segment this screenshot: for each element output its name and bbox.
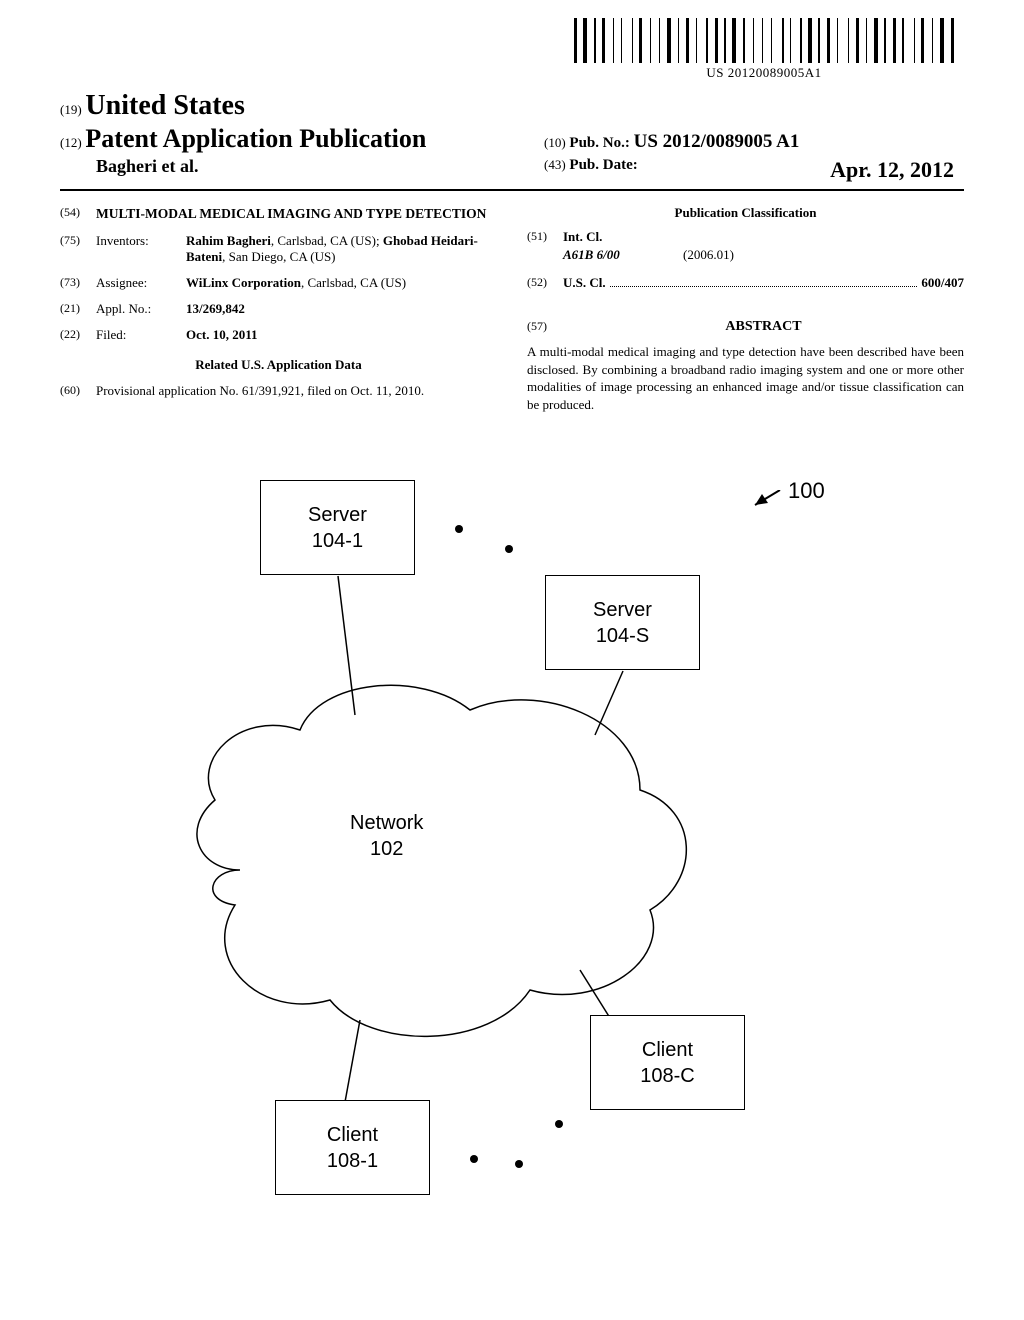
- ref-arrow-head: [755, 494, 768, 505]
- client-c-box: Client 108-C: [590, 1015, 745, 1110]
- client-1-ref: 108-1: [327, 1148, 378, 1174]
- client-1-label: Client: [327, 1122, 378, 1148]
- figure-svg: [140, 490, 860, 1270]
- applno-value: 13/269,842: [186, 301, 497, 317]
- ref-arrow-line: [755, 490, 780, 505]
- pub-no-code: (10): [544, 135, 566, 150]
- inventors-value: Rahim Bagheri, Carlsbad, CA (US); Ghobad…: [186, 233, 497, 265]
- ellipsis-dot: [470, 1155, 478, 1163]
- invention-title: MULTI-MODAL MEDICAL IMAGING AND TYPE DET…: [96, 205, 486, 223]
- server-1-label: Server: [308, 502, 367, 528]
- line-server1-network: [338, 576, 355, 715]
- barcode-number: US 20120089005A1: [574, 65, 954, 81]
- figure-container: Server 104-1 Server 104-S Client 108-1 C…: [140, 490, 860, 1270]
- inventors-label: Inventors:: [96, 233, 186, 249]
- server-1-ref: 104-1: [312, 528, 363, 554]
- server-1-box: Server 104-1: [260, 480, 415, 575]
- ellipsis-dot: [515, 1160, 523, 1168]
- assignee-label: Assignee:: [96, 275, 186, 291]
- provisional-text: Provisional application No. 61/391,921, …: [96, 383, 497, 399]
- abstract-text: A multi-modal medical imaging and type d…: [527, 343, 964, 413]
- right-column: Publication Classification (51) Int. Cl.…: [527, 205, 964, 413]
- ellipsis-dot: [555, 1120, 563, 1128]
- pub-date-line: (43) Pub. Date: Apr. 12, 2012: [544, 157, 964, 174]
- pub-date: Apr. 12, 2012: [830, 157, 954, 183]
- applno-label: Appl. No.:: [96, 301, 186, 317]
- server-s-box: Server 104-S: [545, 575, 700, 670]
- intcl-code: (51): [527, 229, 563, 244]
- doc-type-code: (12): [60, 135, 82, 150]
- uscl-value: 600/407: [921, 275, 964, 291]
- intcl-date: (2006.01): [683, 247, 734, 263]
- abstract-header: ABSTRACT: [563, 319, 964, 335]
- client-c-label: Client: [642, 1037, 693, 1063]
- abstract-code: (57): [527, 319, 563, 343]
- line-client1-network: [345, 1020, 360, 1102]
- inventors-code: (75): [60, 233, 96, 248]
- line-server2-network: [595, 671, 623, 735]
- country-name: United States: [85, 90, 244, 121]
- pub-no-label: Pub. No.:: [569, 135, 629, 151]
- related-data-header: Related U.S. Application Data: [60, 357, 497, 373]
- network-label: Network 102: [350, 810, 423, 862]
- intcl-class: A61B 6/00: [563, 247, 683, 263]
- header-section: (19) United States (12) Patent Applicati…: [60, 90, 964, 183]
- country-code: (19): [60, 102, 82, 117]
- left-column: (54) MULTI-MODAL MEDICAL IMAGING AND TYP…: [60, 205, 497, 413]
- barcode-graphic: (function(){ const widths = [3,1,4,1,2,1…: [574, 18, 954, 63]
- uscl-code: (52): [527, 275, 563, 290]
- ellipsis-dot: [505, 545, 513, 553]
- barcode-region: (function(){ const widths = [3,1,4,1,2,1…: [574, 18, 954, 81]
- uscl-dots: [610, 286, 918, 287]
- intcl-label: Int. Cl.: [563, 229, 602, 245]
- client-1-box: Client 108-1: [275, 1100, 430, 1195]
- doc-type-line: (12) Patent Application Publication: [60, 124, 544, 154]
- country-line: (19) United States: [60, 90, 964, 122]
- server-s-label: Server: [593, 597, 652, 623]
- figure-ref-main: 100: [788, 478, 825, 504]
- pub-no-line: (10) Pub. No.: US 2012/0089005 A1: [544, 131, 964, 153]
- network-cloud: [197, 685, 686, 1036]
- assignee-code: (73): [60, 275, 96, 290]
- pub-date-code: (43): [544, 157, 566, 172]
- applno-code: (21): [60, 301, 96, 316]
- classification-header: Publication Classification: [527, 205, 964, 221]
- client-c-ref: 108-C: [640, 1063, 694, 1089]
- assignee-value: WiLinx Corporation, Carlsbad, CA (US): [186, 275, 497, 291]
- authors: Bagheri et al.: [96, 156, 544, 177]
- header-divider: [60, 189, 964, 191]
- provisional-code: (60): [60, 383, 96, 398]
- title-code: (54): [60, 205, 96, 220]
- uscl-label: U.S. Cl.: [563, 275, 606, 291]
- pub-no: US 2012/0089005 A1: [634, 131, 800, 152]
- filed-code: (22): [60, 327, 96, 342]
- doc-type: Patent Application Publication: [85, 124, 426, 153]
- pub-date-label: Pub. Date:: [569, 157, 637, 173]
- ellipsis-dot: [455, 525, 463, 533]
- server-s-ref: 104-S: [596, 623, 649, 649]
- filed-label: Filed:: [96, 327, 186, 343]
- filed-value: Oct. 10, 2011: [186, 327, 497, 343]
- bibliographic-columns: (54) MULTI-MODAL MEDICAL IMAGING AND TYP…: [60, 205, 964, 413]
